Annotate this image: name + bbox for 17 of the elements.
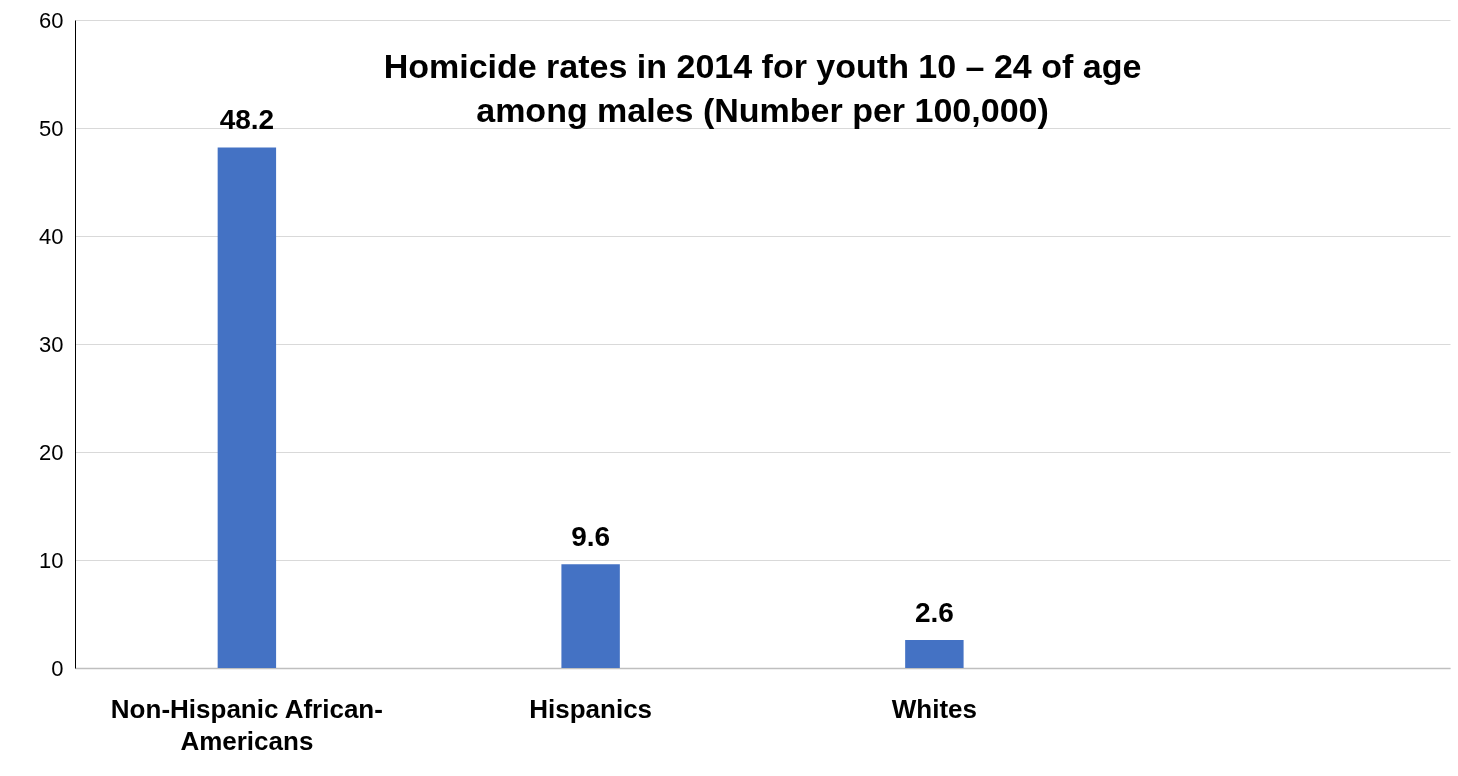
data-label: 2.6 — [914, 596, 954, 628]
y-tick-label: 10 — [39, 547, 64, 573]
y-tick-label: 40 — [39, 223, 64, 249]
x-tick-label: Whites — [891, 693, 977, 724]
y-tick-label: 20 — [39, 439, 64, 465]
x-tick-label: Hispanics — [529, 693, 653, 724]
bar — [561, 564, 620, 668]
x-tick-label: Non-Hispanic African-Americans — [110, 693, 383, 756]
y-tick-label: 30 — [39, 331, 64, 357]
y-tick-label: 0 — [51, 655, 64, 681]
bar — [217, 147, 277, 668]
y-tick-label: 60 — [39, 7, 64, 33]
y-tick-label: 50 — [39, 115, 64, 141]
bar — [905, 639, 964, 668]
data-label: 48.2 — [219, 104, 275, 136]
data-label: 9.6 — [571, 521, 611, 553]
text: Homicide rates in 2014 for youth 10 – 24 of age among males (Number per 100,000) — [383, 47, 1142, 129]
